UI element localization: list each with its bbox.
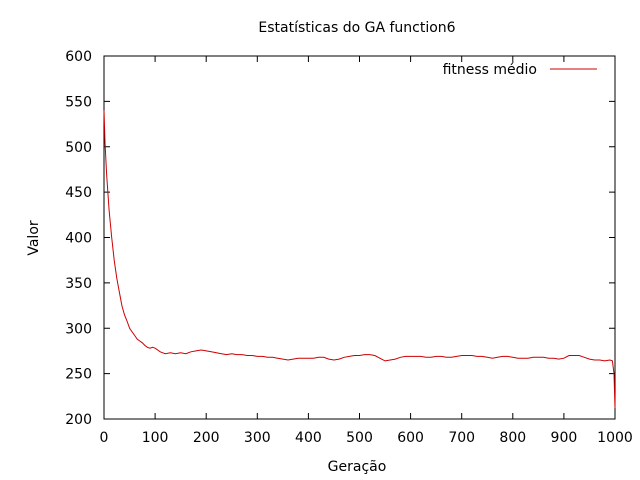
x-tick-label: 600 bbox=[397, 430, 424, 446]
x-tick-label: 300 bbox=[244, 430, 271, 446]
y-axis: 200 250 300 350 400 450 500 550 600 bbox=[65, 49, 615, 428]
plot-border bbox=[103, 55, 616, 420]
x-tick-label: 1000 bbox=[597, 430, 633, 446]
x-tick-label: 500 bbox=[346, 430, 373, 446]
x-tick-label: 900 bbox=[551, 430, 578, 446]
series-line-fitness-medio bbox=[103, 110, 616, 409]
y-axis-label: Valor bbox=[26, 220, 42, 256]
y-tick-label: 600 bbox=[65, 49, 92, 65]
y-tick-label: 300 bbox=[65, 321, 92, 337]
x-tick-label: 200 bbox=[193, 430, 220, 446]
x-axis: 0 100 200 300 400 500 600 700 800 900 1000 bbox=[100, 56, 633, 446]
legend: fitness médio bbox=[443, 62, 597, 78]
y-tick-label: 400 bbox=[65, 231, 92, 247]
x-tick-label: 400 bbox=[295, 430, 322, 446]
y-tick-label: 450 bbox=[65, 185, 92, 201]
y-tick-label: 550 bbox=[65, 94, 92, 110]
x-tick-label: 100 bbox=[142, 430, 169, 446]
plot-area bbox=[103, 55, 616, 420]
x-axis-label: Geração bbox=[328, 459, 387, 475]
y-tick-label: 500 bbox=[65, 140, 92, 156]
y-tick-label: 200 bbox=[65, 412, 92, 428]
x-tick-label: 700 bbox=[448, 430, 475, 446]
chart-title: Estatísticas do GA function6 bbox=[258, 20, 455, 36]
y-tick-label: 250 bbox=[65, 367, 92, 383]
x-tick-label: 0 bbox=[100, 430, 109, 446]
legend-label: fitness médio bbox=[443, 62, 537, 78]
y-tick-label: 350 bbox=[65, 276, 92, 292]
x-tick-label: 800 bbox=[499, 430, 526, 446]
